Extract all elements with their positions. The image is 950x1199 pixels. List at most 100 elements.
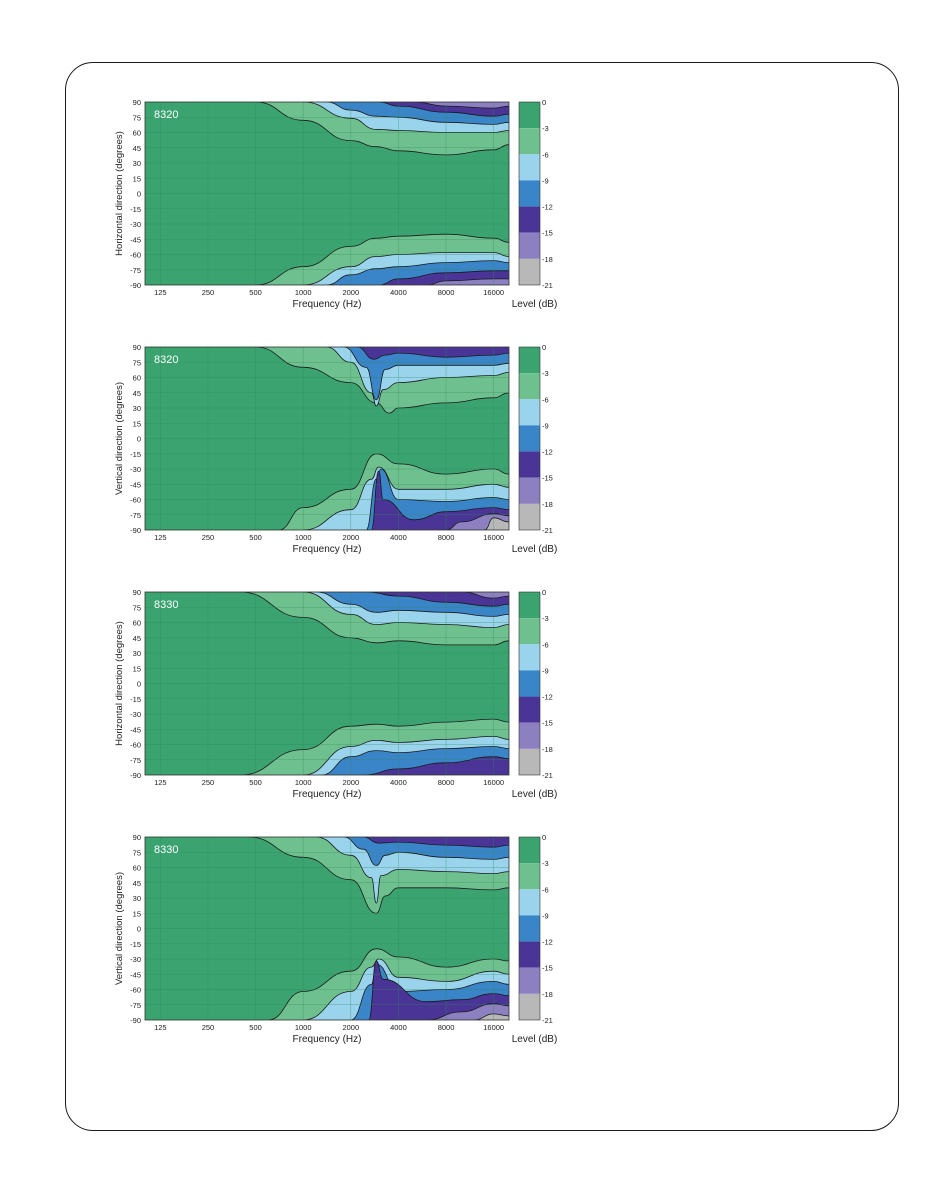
- colorbar-segment: [519, 748, 540, 775]
- colorbar-segment: [519, 644, 540, 671]
- y-tick-label: 15: [133, 909, 141, 918]
- y-tick-label: 60: [133, 619, 141, 628]
- colorbar-frame: [518, 836, 541, 1021]
- y-tick-label: -60: [130, 986, 141, 995]
- y-tick-label: -15: [130, 450, 141, 459]
- colorbar-frame: [518, 101, 541, 286]
- x-tick-label: 1000: [295, 533, 312, 542]
- x-tick-label: 1000: [295, 1023, 312, 1032]
- y-tick-label: 60: [133, 129, 141, 138]
- colorbar-tick-label: -6: [542, 885, 549, 894]
- x-tick-label: 16000: [483, 778, 504, 787]
- colorbar-label: Level (dB): [512, 789, 558, 800]
- x-tick-label: 4000: [390, 288, 407, 297]
- colorbar-frame: [518, 591, 541, 776]
- colorbar-tick-label: 0: [542, 833, 546, 842]
- contour-band-top-12db: [363, 837, 509, 848]
- y-tick-label: -90: [130, 281, 141, 290]
- colorbar-frame: [518, 346, 541, 531]
- plot-frame: [144, 591, 510, 776]
- x-tick-label: 4000: [390, 778, 407, 787]
- y-tick-label: 90: [133, 588, 141, 597]
- x-tick-label: 16000: [483, 533, 504, 542]
- colorbar-segment: [519, 592, 540, 619]
- y-axis-label: Vertical direction (degrees): [114, 382, 125, 495]
- colorbar-segment: [519, 618, 540, 645]
- colorbar-tick-label: -18: [542, 500, 553, 509]
- y-tick-label: 45: [133, 879, 141, 888]
- y-tick-label: 15: [133, 419, 141, 428]
- y-tick-label: -15: [130, 940, 141, 949]
- contour-band-bottom-12db: [363, 756, 509, 775]
- y-axis-label: Horizontal direction (degrees): [114, 621, 125, 746]
- colorbar-segment: [519, 670, 540, 697]
- y-tick-label: -90: [130, 1016, 141, 1025]
- colorbar-tick-label: -3: [542, 369, 549, 378]
- x-axis-label: Frequency (Hz): [293, 544, 362, 555]
- contour-band-top-9db: [343, 347, 509, 400]
- colorbar-segment: [519, 373, 540, 400]
- y-tick-label: 0: [137, 435, 141, 444]
- colorbar-tick-label: -3: [542, 614, 549, 623]
- colorbar-tick-label: -6: [542, 395, 549, 404]
- colorbar-tick-label: -21: [542, 526, 553, 535]
- x-axis-label: Frequency (Hz): [293, 299, 362, 310]
- y-tick-label: 75: [133, 113, 141, 122]
- x-tick-label: 8000: [438, 1023, 455, 1032]
- model-label: 8330: [154, 844, 178, 856]
- x-tick-label: 125: [154, 288, 167, 297]
- y-tick-label: -45: [130, 480, 141, 489]
- colorbar-tick-label: -6: [542, 640, 549, 649]
- colorbar-segment: [519, 451, 540, 478]
- y-tick-label: 0: [137, 925, 141, 934]
- x-tick-label: 250: [202, 288, 215, 297]
- contour-line-top-9db: [343, 347, 509, 401]
- x-tick-label: 2000: [342, 288, 359, 297]
- y-tick-label: 45: [133, 389, 141, 398]
- y-tick-label: -45: [130, 235, 141, 244]
- y-tick-label: 45: [133, 144, 141, 153]
- x-axis-label: Frequency (Hz): [293, 1034, 362, 1045]
- colorbar-tick-label: -18: [542, 745, 553, 754]
- y-tick-label: 30: [133, 404, 141, 413]
- x-tick-label: 250: [202, 778, 215, 787]
- contour-line-top-15db: [413, 102, 509, 109]
- x-tick-label: 500: [249, 288, 262, 297]
- y-tick-label: -30: [130, 955, 141, 964]
- colorbar-tick-label: -18: [542, 255, 553, 264]
- contour-line-bottom-15db: [426, 278, 509, 285]
- colorbar-segment: [519, 503, 540, 530]
- plot-frame: [144, 346, 510, 531]
- colorbar-label: Level (dB): [512, 1034, 558, 1045]
- colorbar-tick-label: -15: [542, 964, 553, 973]
- y-tick-label: -45: [130, 970, 141, 979]
- colorbar-segment: [519, 477, 540, 504]
- x-tick-label: 8000: [438, 533, 455, 542]
- y-tick-label: 30: [133, 894, 141, 903]
- colorbar-segment: [519, 180, 540, 207]
- x-tick-label: 250: [202, 533, 215, 542]
- y-tick-label: 30: [133, 159, 141, 168]
- colorbar-tick-label: -12: [542, 448, 553, 457]
- y-tick-label: 90: [133, 833, 141, 842]
- y-tick-label: 30: [133, 649, 141, 658]
- y-tick-label: 60: [133, 864, 141, 873]
- colorbar-segment: [519, 915, 540, 942]
- x-tick-label: 125: [154, 778, 167, 787]
- page-frame: [65, 62, 899, 1131]
- colorbar-segment: [519, 425, 540, 452]
- y-tick-label: 90: [133, 343, 141, 352]
- contour-band-top-12db: [357, 347, 509, 360]
- x-tick-label: 8000: [438, 288, 455, 297]
- colorbar-segment: [519, 347, 540, 374]
- contour-band-bottom-15db: [426, 278, 509, 285]
- colorbar-segment: [519, 967, 540, 994]
- colorbar-tick-label: -21: [542, 1016, 553, 1025]
- x-tick-label: 125: [154, 533, 167, 542]
- y-tick-label: 75: [133, 358, 141, 367]
- x-tick-label: 2000: [342, 533, 359, 542]
- y-tick-label: -75: [130, 1001, 141, 1010]
- colorbar-tick-label: -9: [542, 911, 549, 920]
- contour-band-bottom-12db: [368, 961, 509, 1020]
